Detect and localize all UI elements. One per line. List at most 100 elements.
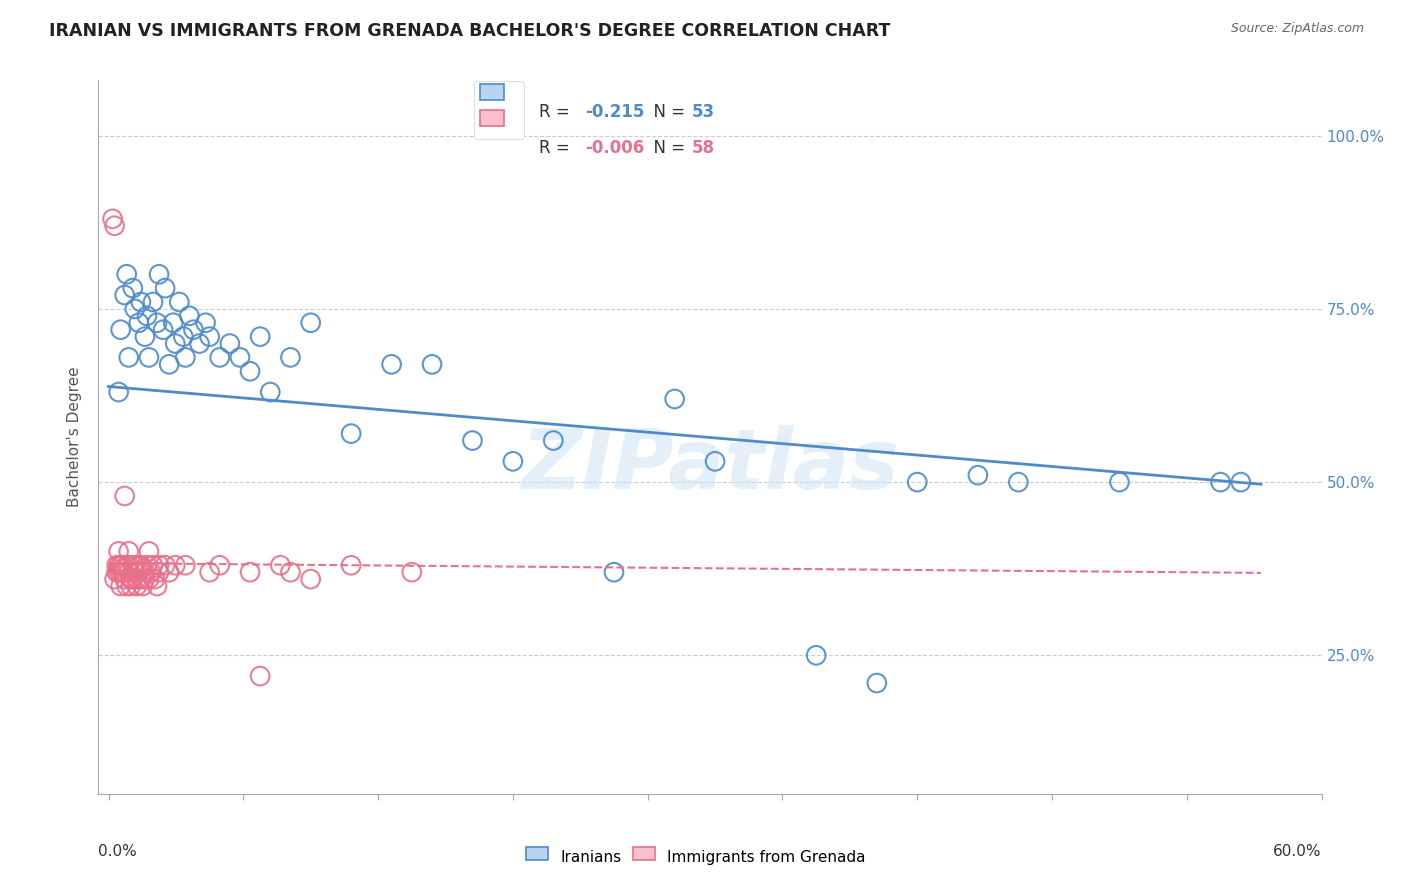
Point — [129, 558, 152, 573]
Point — [188, 336, 211, 351]
Point — [124, 565, 146, 579]
Legend: Iranians, Immigrants from Grenada: Iranians, Immigrants from Grenada — [520, 844, 872, 871]
Point — [128, 316, 150, 330]
Point — [1209, 475, 1232, 489]
Point — [461, 434, 484, 448]
Point — [664, 392, 686, 406]
Point — [174, 558, 197, 573]
Point — [280, 351, 302, 365]
Point — [157, 357, 180, 371]
Point — [381, 357, 404, 371]
Point — [138, 544, 160, 558]
Point — [111, 558, 134, 573]
Point — [543, 434, 565, 448]
Point — [139, 565, 162, 579]
Point — [603, 565, 626, 579]
Point — [118, 544, 141, 558]
Point — [179, 309, 201, 323]
Point — [239, 364, 262, 378]
Point — [138, 351, 160, 365]
Point — [114, 565, 136, 579]
Point — [905, 475, 928, 489]
Text: IRANIAN VS IMMIGRANTS FROM GRENADA BACHELOR'S DEGREE CORRELATION CHART: IRANIAN VS IMMIGRANTS FROM GRENADA BACHE… — [49, 22, 890, 40]
Point — [153, 281, 176, 295]
Point — [120, 572, 142, 586]
Point — [1229, 475, 1251, 489]
Text: R =: R = — [538, 139, 575, 157]
Point — [132, 579, 155, 593]
Point — [229, 351, 252, 365]
Point — [146, 316, 169, 330]
Point — [134, 572, 156, 586]
Point — [129, 572, 152, 586]
Point — [1108, 475, 1130, 489]
Text: 0.0%: 0.0% — [98, 844, 138, 859]
Point — [804, 648, 827, 663]
Point — [121, 572, 143, 586]
Point — [107, 565, 129, 579]
Text: 58: 58 — [692, 139, 714, 157]
Point — [146, 579, 169, 593]
Point — [125, 579, 148, 593]
Point — [120, 579, 142, 593]
Text: N =: N = — [643, 103, 690, 121]
Point — [105, 565, 128, 579]
Point — [121, 281, 143, 295]
Point — [107, 385, 129, 400]
Point — [138, 572, 160, 586]
Point — [401, 565, 423, 579]
Text: ZIPatlas: ZIPatlas — [522, 425, 898, 506]
Point — [208, 351, 231, 365]
Point — [143, 572, 166, 586]
Point — [198, 565, 221, 579]
Point — [148, 558, 170, 573]
Point — [134, 565, 156, 579]
Point — [165, 558, 187, 573]
Point — [259, 385, 281, 400]
Point — [280, 565, 302, 579]
Point — [299, 572, 322, 586]
Point — [162, 316, 184, 330]
Point — [125, 572, 148, 586]
Point — [118, 558, 141, 573]
Point — [134, 329, 156, 343]
Point — [208, 558, 231, 573]
Point — [502, 454, 524, 468]
Point — [1007, 475, 1029, 489]
Point — [124, 558, 146, 573]
Point — [172, 329, 194, 343]
Point — [148, 565, 170, 579]
Point — [114, 288, 136, 302]
Text: Source: ZipAtlas.com: Source: ZipAtlas.com — [1230, 22, 1364, 36]
Text: R =: R = — [538, 103, 575, 121]
Point — [152, 323, 174, 337]
Point — [115, 579, 138, 593]
Point — [142, 295, 165, 310]
Point — [239, 565, 262, 579]
Point — [110, 558, 132, 573]
Point — [118, 351, 141, 365]
Point — [110, 579, 132, 593]
Point — [128, 565, 150, 579]
Point — [174, 351, 197, 365]
Point — [104, 572, 127, 586]
Point — [194, 316, 217, 330]
Point — [129, 295, 152, 310]
Text: N =: N = — [643, 139, 690, 157]
Point — [121, 558, 143, 573]
Point — [114, 572, 136, 586]
Text: 60.0%: 60.0% — [1274, 844, 1322, 859]
Point — [148, 267, 170, 281]
Point — [165, 336, 187, 351]
Point — [198, 329, 221, 343]
Point — [101, 211, 124, 226]
Point — [967, 468, 990, 483]
Text: -0.006: -0.006 — [585, 139, 644, 157]
Point — [183, 323, 205, 337]
Point — [107, 558, 129, 573]
Point — [118, 565, 141, 579]
Point — [249, 669, 271, 683]
Point — [110, 565, 132, 579]
Point — [104, 219, 127, 233]
Point — [153, 558, 176, 573]
